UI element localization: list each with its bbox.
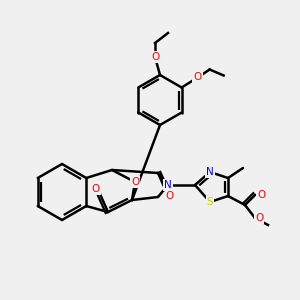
Text: N: N (206, 167, 214, 177)
Text: S: S (207, 197, 213, 207)
Text: O: O (194, 73, 202, 82)
Text: O: O (257, 190, 265, 200)
Text: O: O (131, 177, 139, 187)
Text: O: O (151, 52, 159, 62)
Text: O: O (166, 191, 174, 201)
Text: O: O (92, 184, 100, 194)
Text: N: N (164, 180, 172, 190)
Text: O: O (255, 213, 263, 223)
